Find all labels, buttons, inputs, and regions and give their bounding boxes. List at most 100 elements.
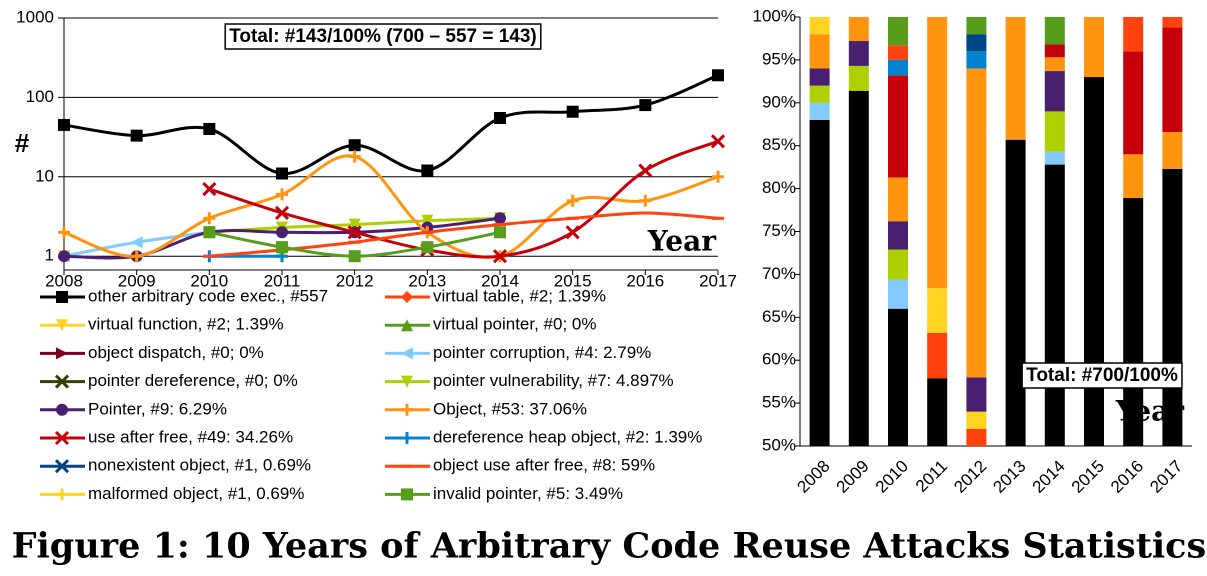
marker <box>712 69 724 82</box>
legend-label: invalid pointer, #5: 3.49% <box>433 484 623 503</box>
marker <box>421 164 434 177</box>
x-tick-label: 2009 <box>833 457 873 497</box>
legend-label: nonexistent object, #1, 0.69% <box>88 456 311 475</box>
marker <box>202 182 217 197</box>
marker <box>494 226 506 239</box>
marker <box>565 225 580 240</box>
legend-label: object dispatch, #0; 0% <box>88 343 264 362</box>
bar-segment <box>927 17 948 289</box>
x-tick-label: 2008 <box>45 271 83 290</box>
marker <box>130 250 143 263</box>
x-tick-label: 2016 <box>1107 457 1147 497</box>
marker <box>347 225 362 240</box>
x-tick-label: 2017 <box>699 271 737 290</box>
bar-segment <box>966 68 987 378</box>
bar-segment <box>1123 17 1144 52</box>
marker <box>56 347 68 360</box>
x-tick-label: 2008 <box>793 457 833 497</box>
marker <box>401 319 413 332</box>
bar-segment <box>1162 17 1183 28</box>
bar-segment <box>888 308 908 446</box>
x-tick-label: 2015 <box>1068 457 1108 497</box>
marker <box>58 118 70 131</box>
annotation: Year <box>647 225 718 258</box>
legend-label: malformed object, #1, 0.69% <box>88 484 304 503</box>
y-tick-label: 65% <box>762 307 796 326</box>
marker <box>348 250 361 263</box>
bar-segment <box>1005 139 1026 446</box>
bar-segment <box>888 75 908 178</box>
bar-segment <box>848 65 869 91</box>
y-tick-label: 60% <box>762 350 796 369</box>
bar-segment <box>1044 44 1065 58</box>
y-tick-label: 85% <box>762 135 796 154</box>
series-line <box>63 73 719 176</box>
bar-segment <box>927 378 948 446</box>
y-tick-label: 80% <box>762 178 796 197</box>
bar-segment <box>927 288 948 333</box>
marker <box>203 122 216 135</box>
bar-segment <box>888 45 908 60</box>
marker <box>421 241 434 254</box>
marker <box>401 347 413 360</box>
legend-entry: pointer corruption, #4: 2.79% <box>385 343 651 362</box>
legend-entry: pointer vulnerability, #7: 4.897% <box>385 371 674 390</box>
bar-segment <box>1123 154 1144 199</box>
bar-segment <box>809 17 830 35</box>
legend-entry: Pointer, #9: 6.29% <box>40 399 227 418</box>
x-tick-label: 2011 <box>264 271 301 290</box>
marker <box>348 150 361 163</box>
marker <box>401 403 413 416</box>
bar-segment <box>966 17 987 35</box>
marker <box>401 291 413 303</box>
x-tick-label: 2016 <box>626 271 664 290</box>
y-tick-label: 70% <box>762 264 796 283</box>
marker <box>56 403 68 416</box>
x-tick-label: 2014 <box>1029 457 1069 497</box>
legend-label: pointer dereference, #0; 0% <box>88 371 298 390</box>
legend-entry: object dispatch, #0; 0% <box>40 343 264 362</box>
marker <box>566 194 579 207</box>
y-tick-label: 95% <box>762 49 796 68</box>
marker <box>274 205 290 221</box>
marker <box>56 319 68 332</box>
legend-entry: nonexistent object, #1, 0.69% <box>40 456 311 475</box>
legend-entry: dereference heap object, #2: 1.39% <box>385 427 702 446</box>
legend-label: use after free, #49: 34.26% <box>88 427 293 446</box>
marker <box>276 226 288 239</box>
bar-segment <box>848 17 869 42</box>
marker <box>130 129 143 142</box>
marker <box>54 374 70 389</box>
y-axis-label: # <box>15 128 30 158</box>
bar-segment <box>809 68 830 86</box>
x-tick-label: 2014 <box>481 271 519 290</box>
legend-label: object use after free, #8: 59% <box>433 456 655 475</box>
bar-segment <box>809 119 830 447</box>
x-tick-label: 2012 <box>950 457 990 497</box>
caption: Figure 1: 10 Years of Arbitrary Code Reu… <box>12 526 1207 567</box>
annotation: Total: #700/100% <box>1026 365 1178 386</box>
bar-segment <box>966 428 987 446</box>
bar-segment <box>888 249 908 280</box>
bar-segment <box>809 102 830 120</box>
legend-label: virtual pointer, #0; 0% <box>433 315 596 334</box>
legend-entry: invalid pointer, #5: 3.49% <box>385 484 623 503</box>
y-tick-label: 90% <box>762 92 796 111</box>
marker <box>566 105 579 118</box>
bar-segment <box>888 221 908 250</box>
y-tick-label: 50% <box>762 435 796 454</box>
marker <box>276 241 288 254</box>
legend-label: Object, #53: 37.06% <box>433 399 587 418</box>
bar-segment <box>1044 17 1065 45</box>
legend-entry: object use after free, #8: 59% <box>385 456 655 475</box>
bar-segment <box>1044 111 1065 152</box>
bar-segment <box>966 51 987 69</box>
legend-label: Pointer, #9: 6.29% <box>88 399 227 418</box>
bar-segment <box>927 332 948 379</box>
y-tick-label: 100% <box>753 6 796 25</box>
marker <box>54 459 70 474</box>
bar-segment <box>848 41 869 66</box>
marker <box>639 194 652 207</box>
bar-segment <box>1123 51 1144 155</box>
legend-entry: pointer dereference, #0; 0% <box>40 371 298 390</box>
